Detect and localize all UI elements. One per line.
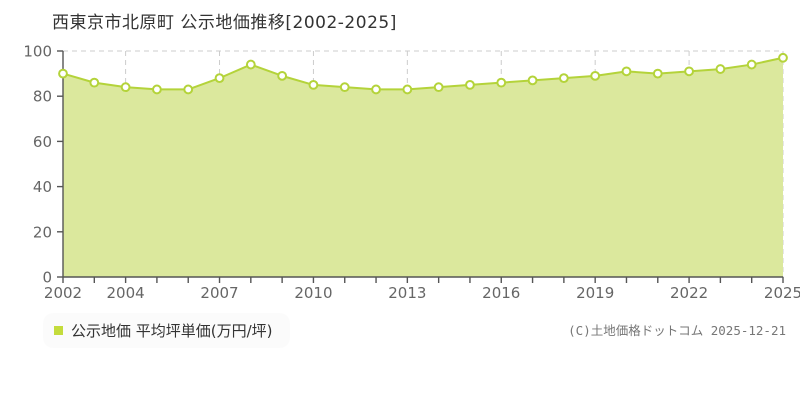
svg-text:80: 80 [33,88,52,106]
axis-tick-marks [57,50,784,283]
svg-text:2016: 2016 [482,284,520,302]
line-series-stroke [62,56,784,91]
data-point-markers [58,52,788,95]
svg-text:20: 20 [33,223,52,241]
svg-text:2025: 2025 [764,284,800,302]
svg-text:2019: 2019 [576,284,614,302]
svg-text:0: 0 [42,269,52,287]
axis-lines [62,51,783,278]
svg-text:2022: 2022 [670,284,708,302]
chart-title: 西東京市北原町 公示地価推移[2002-2025] [52,13,397,33]
svg-text:2010: 2010 [294,284,332,302]
svg-text:100: 100 [23,43,52,61]
credit-text: (C)土地価格ドットコム 2025-12-21 [568,323,786,338]
y-axis-tick-labels: 0 20 40 60 80 100 [23,43,52,287]
svg-text:60: 60 [33,133,52,151]
svg-text:2004: 2004 [107,284,145,302]
svg-text:40: 40 [33,178,52,196]
area-series-fill [63,57,783,277]
legend-swatch-icon [54,326,63,335]
svg-text:2002: 2002 [44,284,82,302]
x-axis-tick-labels: 2002 2004 2007 2010 2013 2016 2019 2022 2025 [44,284,800,302]
svg-text:2013: 2013 [388,284,426,302]
chart-legend: 公示地価 平均坪単価(万円/坪) [44,314,289,347]
legend-label: 公示地価 平均坪単価(万円/坪) [71,322,273,340]
svg-text:2007: 2007 [200,284,238,302]
